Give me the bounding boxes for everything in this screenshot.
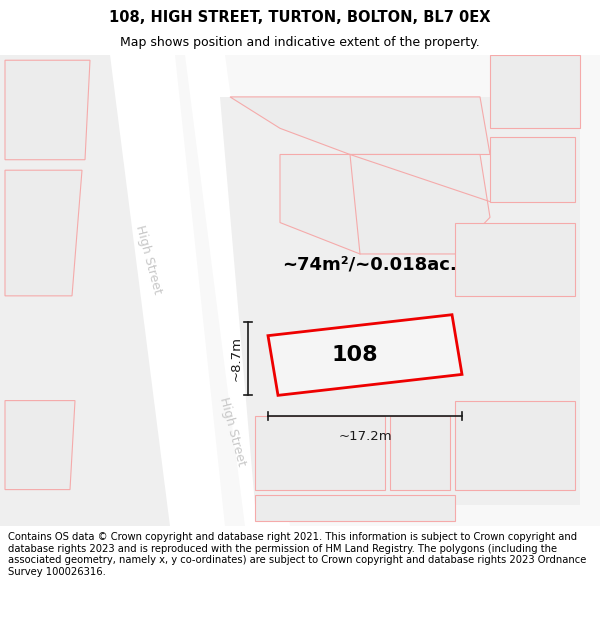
Text: ~8.7m: ~8.7m — [230, 336, 243, 381]
Polygon shape — [268, 315, 462, 396]
Polygon shape — [490, 55, 580, 128]
Polygon shape — [255, 416, 385, 489]
Text: Map shows position and indicative extent of the property.: Map shows position and indicative extent… — [120, 36, 480, 49]
Text: Contains OS data © Crown copyright and database right 2021. This information is : Contains OS data © Crown copyright and d… — [8, 532, 586, 577]
Polygon shape — [230, 97, 490, 154]
Text: High Street: High Street — [217, 396, 247, 468]
Polygon shape — [5, 60, 90, 160]
Polygon shape — [220, 97, 580, 505]
Polygon shape — [455, 401, 575, 489]
Polygon shape — [490, 137, 575, 202]
Polygon shape — [255, 495, 455, 521]
Polygon shape — [390, 416, 450, 489]
Polygon shape — [5, 401, 75, 489]
Polygon shape — [455, 222, 575, 296]
Polygon shape — [185, 55, 290, 526]
Polygon shape — [0, 55, 170, 526]
Text: ~17.2m: ~17.2m — [338, 430, 392, 443]
Polygon shape — [280, 154, 490, 254]
Polygon shape — [100, 55, 225, 526]
Polygon shape — [5, 170, 82, 296]
Polygon shape — [0, 55, 600, 526]
Text: 108, HIGH STREET, TURTON, BOLTON, BL7 0EX: 108, HIGH STREET, TURTON, BOLTON, BL7 0E… — [109, 10, 491, 25]
Text: High Street: High Street — [133, 223, 163, 295]
Text: ~74m²/~0.018ac.: ~74m²/~0.018ac. — [283, 256, 457, 274]
Text: 108: 108 — [332, 345, 379, 365]
